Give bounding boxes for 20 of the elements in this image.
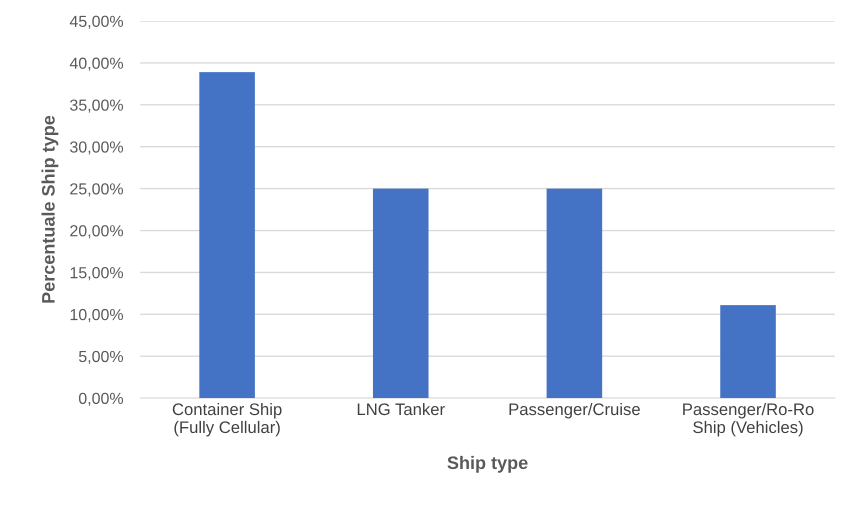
y-tick-label: 15,00% [70,267,124,280]
y-tick-label: 40,00% [70,58,124,71]
y-tick-label: 30,00% [70,141,124,155]
bar [199,72,255,398]
y-tick-label: 5,00% [78,350,124,364]
y-axis-title: Percentuale Ship type [41,116,58,303]
x-tick-label: Passenger/Ro-Ro Ship (Vehicles) [683,402,814,436]
bar [372,188,429,398]
x-tick-label: Container Ship (Fully Cellular) [172,402,282,436]
y-tick-label: 0,00% [78,392,124,406]
y-tick-label: 10,00% [70,308,124,322]
y-tick-label: 20,00% [70,225,124,238]
y-tick-label: 35,00% [70,99,124,113]
y-tick-label: 45,00% [70,16,124,29]
y-tick-label: 25,00% [70,183,124,196]
x-axis-title: Ship type [447,456,528,473]
x-tick-label: Passenger/Cruise [510,402,640,418]
bar [546,188,602,398]
bar [720,305,776,398]
x-tick-label: LNG Tanker [358,402,445,416]
